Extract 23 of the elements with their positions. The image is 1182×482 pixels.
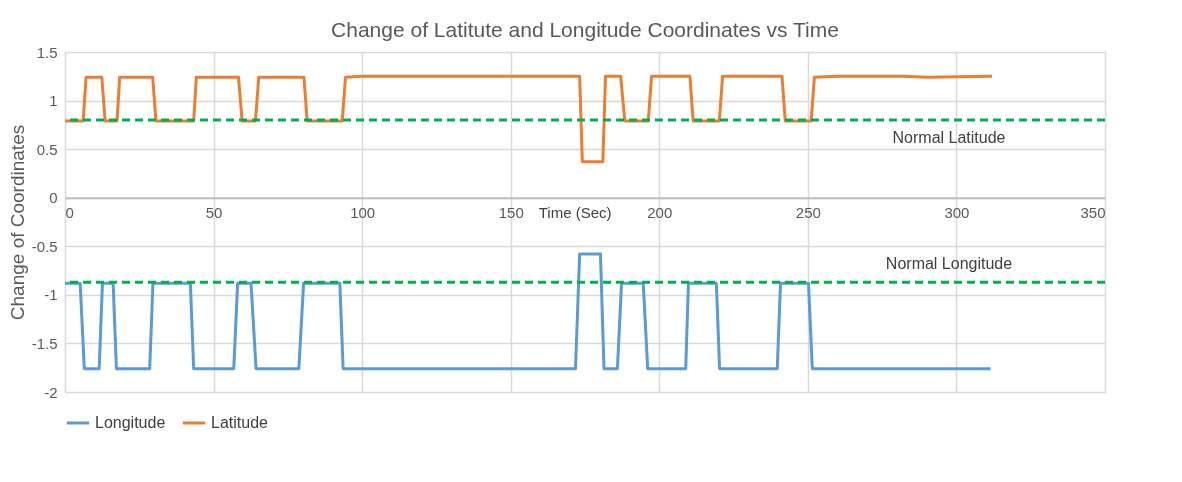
legend-label: Longitude [95,414,166,431]
y-tick-label: 0 [49,189,58,207]
x-tick-label: 100 [350,204,376,222]
x-tick-label: 150 [498,204,524,222]
x-tick-label: 50 [205,204,223,222]
x-tick-label: 200 [647,204,673,222]
y-tick-label: -1.5 [31,334,58,352]
x-tick-label: 350 [1080,204,1106,222]
y-tick-label: -1 [44,286,58,304]
x-tick-label: 0 [65,204,74,222]
y-tick-label: 0.5 [36,140,58,158]
x-tick-label: 300 [944,204,970,222]
x-axis-title: Time (Sec) [538,204,612,222]
ref-line-label: Normal Longitude [885,255,1013,273]
legend-label: Latitude [211,414,269,431]
y-tick-label: 1 [49,92,58,110]
chart-title: Change of Latitute and Longitude Coordinates vs Time [331,18,839,41]
x-tick-label: 250 [795,204,821,222]
y-tick-label: 1.5 [36,43,58,61]
y-axis-title: Change of Coordinates [6,124,28,321]
y-tick-label: -0.5 [31,237,58,255]
ref-line-label: Normal Latitude [892,129,1006,146]
y-tick-label: -2 [44,383,58,401]
